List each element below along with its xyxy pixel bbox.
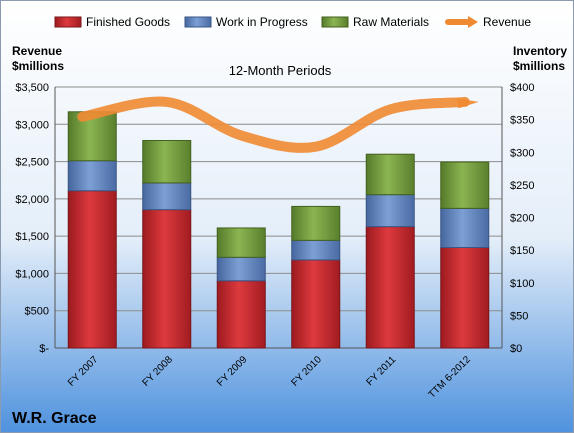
chart-title: 12-Month Periods <box>229 63 332 78</box>
bar-raw-materials <box>67 111 117 162</box>
legend: Finished Goods Work in Progress Raw Mate… <box>54 15 531 29</box>
right-axis-title-line2: $millions <box>513 59 565 73</box>
bar-work-in-progress <box>440 207 490 249</box>
bar-work-in-progress <box>216 256 266 282</box>
legend-label-work-in-progress: Work in Progress <box>216 15 308 29</box>
bar-finished-goods <box>291 259 341 349</box>
bar-raw-materials <box>142 140 192 184</box>
left-tick-label: $- <box>39 343 49 355</box>
revenue-line-group <box>77 96 479 153</box>
bar-work-in-progress <box>142 182 192 211</box>
left-tick-label: $3,000 <box>15 119 49 131</box>
left-axis-title-line1: Revenue <box>12 44 62 58</box>
right-tick-label: $50 <box>510 310 528 322</box>
right-tick-label: $200 <box>510 213 534 225</box>
bar-raw-materials <box>440 161 490 209</box>
right-tick-label: $250 <box>510 180 534 192</box>
gridlines <box>54 86 503 349</box>
left-tick-label: $500 <box>25 306 49 318</box>
bar-work-in-progress <box>365 194 415 228</box>
bars <box>67 111 490 349</box>
left-tick-label: $1,500 <box>15 231 49 243</box>
bar-raw-materials <box>365 153 415 196</box>
left-tick-label: $1,000 <box>15 268 49 280</box>
bar-raw-materials <box>291 205 341 241</box>
bar-finished-goods <box>365 226 415 349</box>
right-tick-label: $0 <box>510 343 522 355</box>
legend-label-raw-materials: Raw Materials <box>353 15 429 29</box>
revenue-line <box>77 96 470 153</box>
right-tick-label: $350 <box>510 115 534 127</box>
left-axis-ticks: $- $500 $1,000 $1,500 $2,000 $2,500 $3,000 $3,5… <box>15 82 49 355</box>
left-tick-label: $2,000 <box>15 194 49 206</box>
left-axis-title-line2: $millions <box>12 59 64 73</box>
bar-work-in-progress <box>67 160 117 192</box>
left-tick-label: $2,500 <box>15 157 49 169</box>
legend-label-finished-goods: Finished Goods <box>86 15 170 29</box>
legend-swatch-raw-materials <box>321 16 349 28</box>
company-name: W.R. Grace <box>12 410 97 427</box>
bar-finished-goods <box>216 280 266 349</box>
right-tick-label: $100 <box>510 278 534 290</box>
left-tick-label: $3,500 <box>15 82 49 94</box>
right-tick-label: $400 <box>510 82 534 94</box>
right-tick-label: $300 <box>510 147 534 159</box>
right-axis-title-line1: Inventory <box>513 44 567 58</box>
legend-swatch-finished-goods <box>54 16 82 28</box>
legend-swatch-work-in-progress <box>184 16 212 28</box>
revenue-arrowhead <box>456 98 479 109</box>
legend-arrow-icon <box>468 16 478 28</box>
right-axis-ticks: $0 $50 $100 $150 $200 $250 $300 $350 $400 <box>510 82 534 355</box>
bar-work-in-progress <box>291 239 341 261</box>
bar-raw-materials <box>216 227 266 258</box>
legend-label-revenue: Revenue <box>483 15 531 29</box>
bar-finished-goods <box>440 247 490 349</box>
right-tick-label: $150 <box>510 245 534 257</box>
bar-finished-goods <box>142 209 192 349</box>
bar-finished-goods <box>67 190 117 349</box>
